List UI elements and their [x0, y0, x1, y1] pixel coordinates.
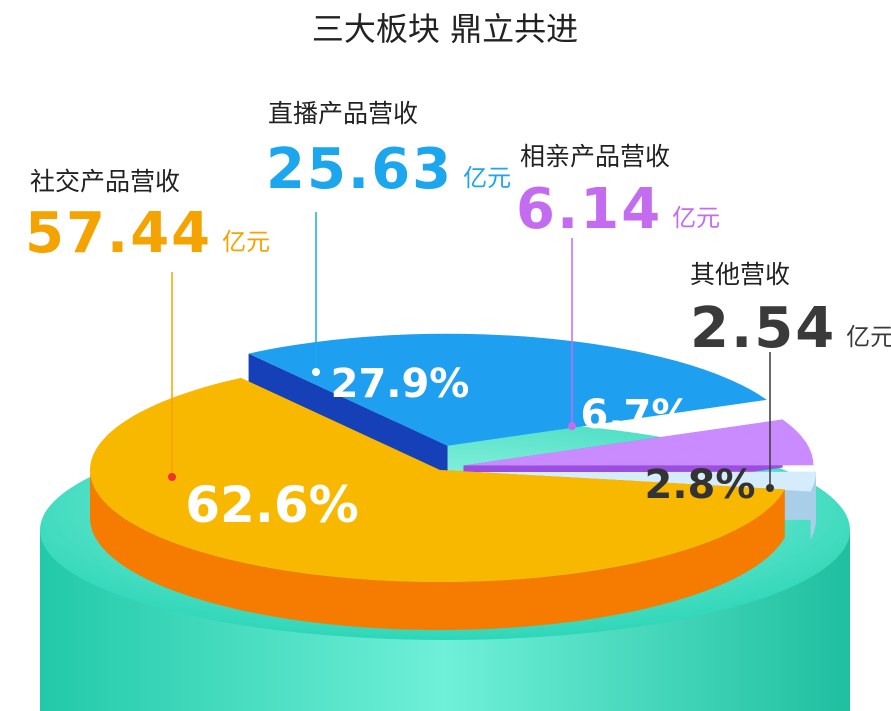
slice — [463, 419, 814, 466]
amount-label: 57.44 — [25, 201, 212, 266]
leader-dot — [568, 422, 576, 430]
category-label: 社交产品营收 — [30, 167, 180, 196]
slice — [90, 377, 785, 582]
leader-dot — [168, 473, 176, 481]
amount-label: 2.54 — [690, 296, 836, 361]
chart-title: 三大板块 鼎立共进 — [312, 10, 578, 48]
amount-label: 25.63 — [266, 137, 453, 202]
amount-label: 6.14 — [516, 177, 662, 242]
slice — [248, 333, 767, 446]
amount-unit: 亿元 — [846, 323, 891, 351]
category-label: 直播产品营收 — [268, 99, 418, 128]
category-label: 相亲产品营收 — [520, 142, 670, 171]
value-label: 2.8% — [645, 462, 756, 508]
slice-side — [90, 469, 785, 630]
amount-unit: 亿元 — [463, 164, 511, 192]
leader-dot — [766, 484, 774, 492]
leader-dot — [312, 368, 320, 376]
value-label: 6.7% — [581, 392, 692, 438]
amount-unit: 亿元 — [222, 228, 270, 256]
pie — [90, 333, 816, 630]
value-label: 27.9% — [331, 361, 470, 407]
category-label: 其他营收 — [690, 260, 790, 289]
labels: 社交产品营收 57.44 亿元 62.6% 直播产品营收 25.63 亿元 27.9% 相亲产品… — [25, 99, 891, 534]
amount-unit: 亿元 — [672, 204, 720, 232]
value-label: 62.6% — [185, 476, 358, 534]
